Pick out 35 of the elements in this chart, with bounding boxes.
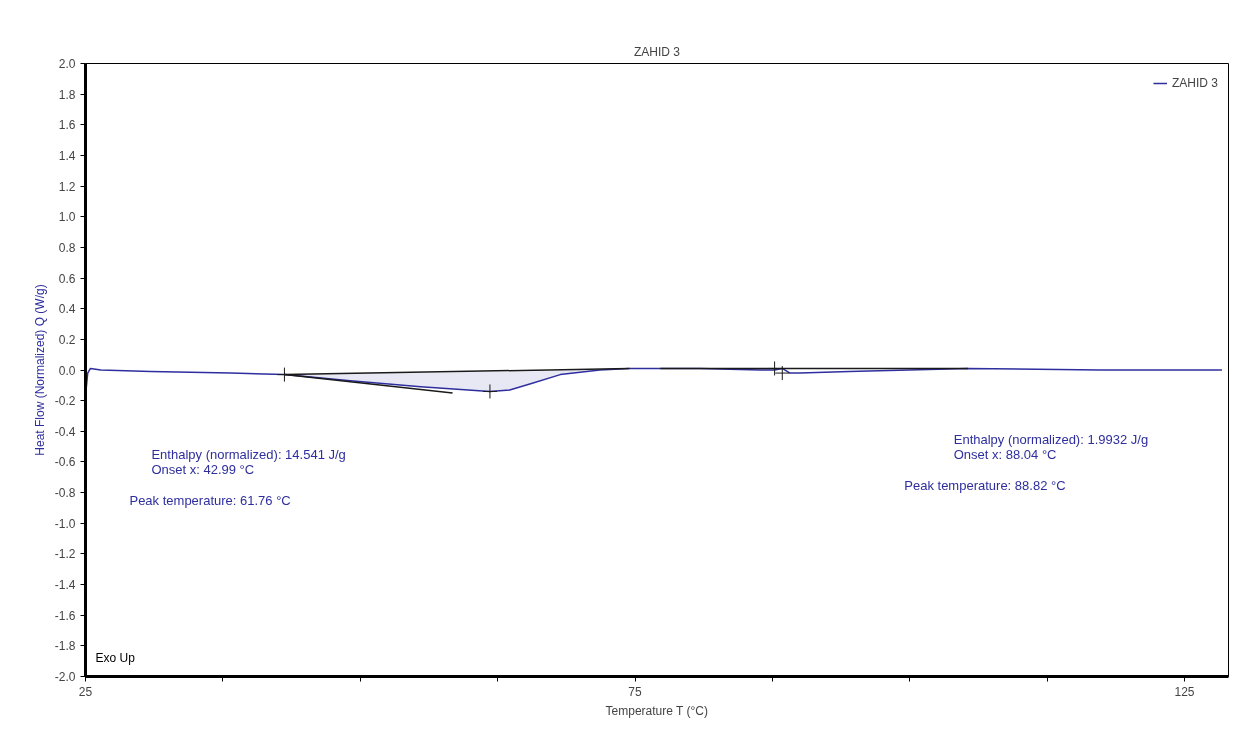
y-tick-label: 1.8 [58, 87, 76, 102]
y-tick-label: -2.0 [54, 670, 76, 684]
legend-label: ZAHID 3 [1171, 76, 1218, 90]
y-tick-label: 0.8 [58, 240, 76, 255]
y-tick-label: 0.6 [58, 271, 76, 286]
y-tick-label: -1.6 [54, 608, 76, 623]
y-tick-label: -0.2 [54, 394, 76, 409]
chart-title: ZAHID 3 [634, 44, 681, 59]
y-tick-label: -1.4 [54, 578, 76, 593]
y-tick-label: -1.2 [54, 547, 76, 562]
y-tick-label: -1.0 [54, 516, 76, 531]
y-tick-label: 1.2 [58, 179, 76, 194]
annotation: Enthalpy (normalized): 14.541 J/g [151, 446, 346, 462]
annotation: Onset x: 42.99 °C [151, 462, 255, 478]
y-tick-label: -1.8 [54, 639, 76, 654]
y-axis-title: Heat Flow (Normalized) Q (W/g) [32, 284, 47, 456]
y-tick-label: 1.4 [58, 148, 76, 163]
annotation: Onset x: 88.04 °C [953, 446, 1057, 462]
annotation: Enthalpy (normalized): 1.9932 J/g [953, 431, 1149, 447]
y-tick-label: -0.8 [54, 486, 76, 501]
y-tick-label: 2.0 [58, 57, 76, 71]
y-tick-label: 1.6 [58, 118, 76, 133]
x-tick-label: 125 [1174, 684, 1195, 699]
y-tick-label: 0.0 [58, 363, 76, 378]
annotation: Exo Up [95, 650, 136, 665]
y-tick-label: 0.4 [58, 302, 76, 317]
y-tick-label: -0.6 [54, 455, 76, 470]
y-tick-label: 1.0 [58, 210, 76, 225]
annotation: Peak temperature: 88.82 °C [904, 477, 1066, 493]
x-axis-title: Temperature T (°C) [605, 703, 708, 718]
y-tick-label: 0.2 [58, 332, 76, 347]
x-tick-label: 75 [628, 684, 643, 699]
annotation: Peak temperature: 61.76 °C [129, 492, 291, 508]
y-tick-label: -0.4 [54, 424, 76, 439]
x-tick-label: 25 [78, 684, 93, 699]
